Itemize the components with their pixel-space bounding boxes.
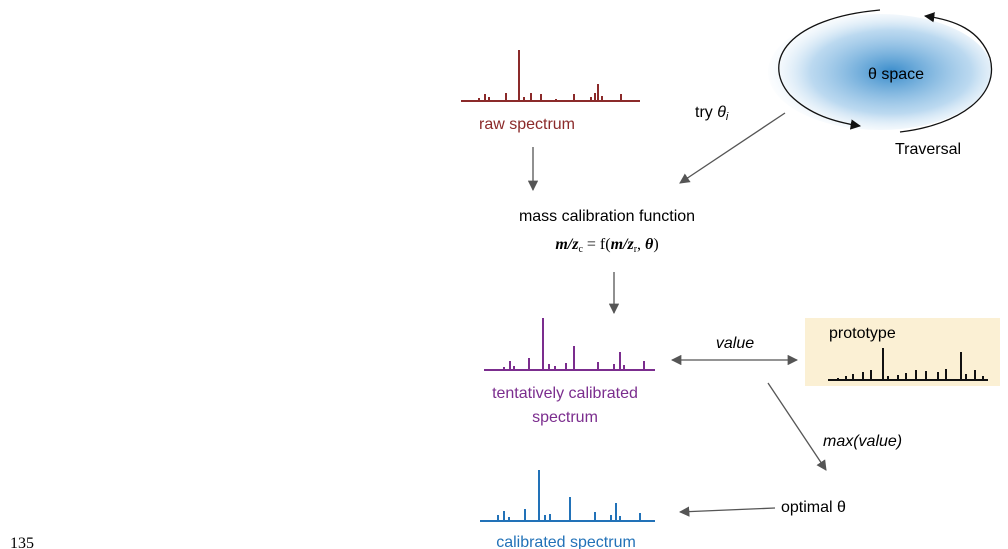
prototype-box bbox=[805, 318, 1000, 386]
formula: m/zc = f(m/zr, θ) bbox=[555, 236, 658, 255]
raw-spectrum bbox=[461, 50, 640, 102]
traversal-arrow bbox=[899, 12, 993, 133]
arrow bbox=[678, 506, 776, 517]
tentative-label: tentatively calibrated bbox=[492, 385, 638, 402]
optimal-label: optimal θ bbox=[781, 499, 846, 516]
arrow bbox=[767, 382, 827, 471]
traversal-label: Traversal bbox=[895, 141, 961, 158]
calibrated-label: calibrated spectrum bbox=[496, 534, 636, 549]
arrow bbox=[679, 112, 786, 184]
calibrated-spectrum bbox=[480, 470, 655, 522]
function-label: mass calibration function bbox=[519, 208, 695, 225]
value-label: value bbox=[716, 335, 754, 352]
theta-space-cloud bbox=[768, 14, 992, 130]
traversal-arrow bbox=[778, 9, 881, 130]
max-label: max(value) bbox=[823, 433, 902, 450]
tentative-spectrum bbox=[484, 318, 655, 371]
tentative-label: spectrum bbox=[532, 409, 598, 426]
prototype-spectrum bbox=[828, 348, 988, 381]
try-label: try θi bbox=[695, 104, 729, 123]
space-label: θ space bbox=[868, 66, 924, 83]
prototype-label: prototype bbox=[829, 325, 896, 342]
raw-label: raw spectrum bbox=[479, 116, 575, 133]
page-number: 135 bbox=[10, 535, 34, 549]
